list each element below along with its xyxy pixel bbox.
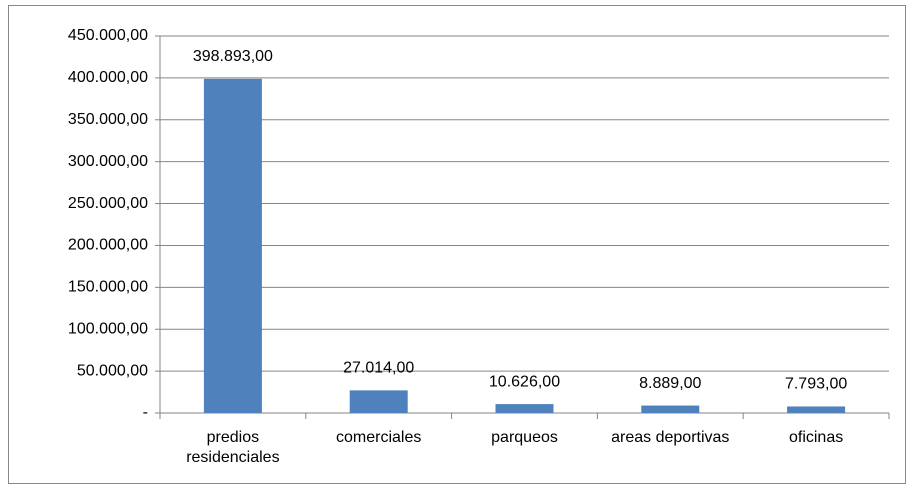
- y-tick-label: 50.000,00: [77, 362, 148, 379]
- value-label: 398.893,00: [193, 48, 273, 65]
- value-label: 10.626,00: [489, 373, 560, 390]
- bar: [495, 404, 554, 413]
- y-tick-label: 300.000,00: [68, 153, 148, 170]
- value-label: 7.793,00: [785, 376, 847, 393]
- x-tick-label: areas deportivas: [611, 429, 730, 446]
- x-tick-label: predios residenciales: [186, 429, 280, 466]
- x-tick-label: parqueos: [491, 429, 558, 446]
- y-tick-label: 250.000,00: [68, 195, 148, 212]
- y-tick-label: -: [143, 404, 148, 421]
- y-tick-label: 100.000,00: [68, 320, 148, 337]
- y-tick-label: 450.000,00: [68, 27, 148, 44]
- chart-border: [8, 5, 906, 484]
- bar: [787, 406, 846, 413]
- y-tick-label: 400.000,00: [68, 69, 148, 86]
- y-tick-label: 200.000,00: [68, 237, 148, 254]
- y-tick-label: 150.000,00: [68, 279, 148, 296]
- bar: [203, 78, 262, 413]
- value-label: 8.889,00: [639, 375, 701, 392]
- x-tick-label: oficinas: [788, 429, 844, 446]
- value-label: 27.014,00: [343, 360, 414, 377]
- y-tick-label: 350.000,00: [68, 111, 148, 128]
- bar: [641, 405, 700, 413]
- bar: [349, 390, 408, 413]
- x-tick-label: comerciales: [336, 429, 422, 446]
